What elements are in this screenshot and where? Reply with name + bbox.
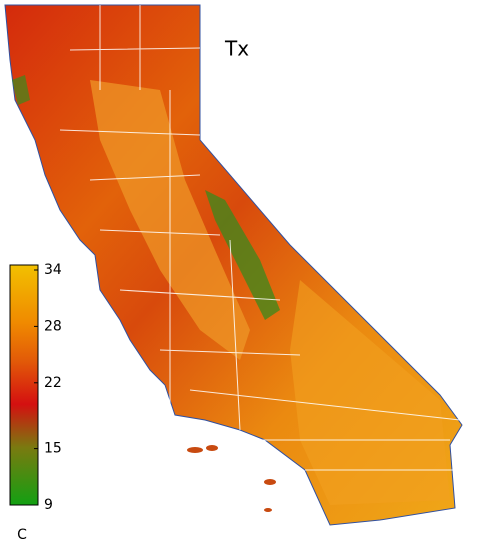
colorbar-tick-label: 22: [44, 375, 62, 391]
map-title: Tx: [224, 37, 249, 61]
coast-green: [12, 75, 30, 105]
colorbar: [9, 264, 39, 506]
desert: [290, 280, 450, 505]
colorbar-unit: C: [17, 527, 27, 543]
colorbar-tick-label: 15: [44, 441, 62, 457]
california-map: [4, 4, 463, 526]
colorbar-tick-label: 34: [44, 262, 62, 278]
county-lines: [59, 5, 461, 471]
islands: [187, 445, 276, 512]
colorbar-tick-label: 9: [44, 497, 53, 513]
colorbar-tick-label: 28: [44, 318, 62, 334]
sierra: [205, 190, 280, 320]
